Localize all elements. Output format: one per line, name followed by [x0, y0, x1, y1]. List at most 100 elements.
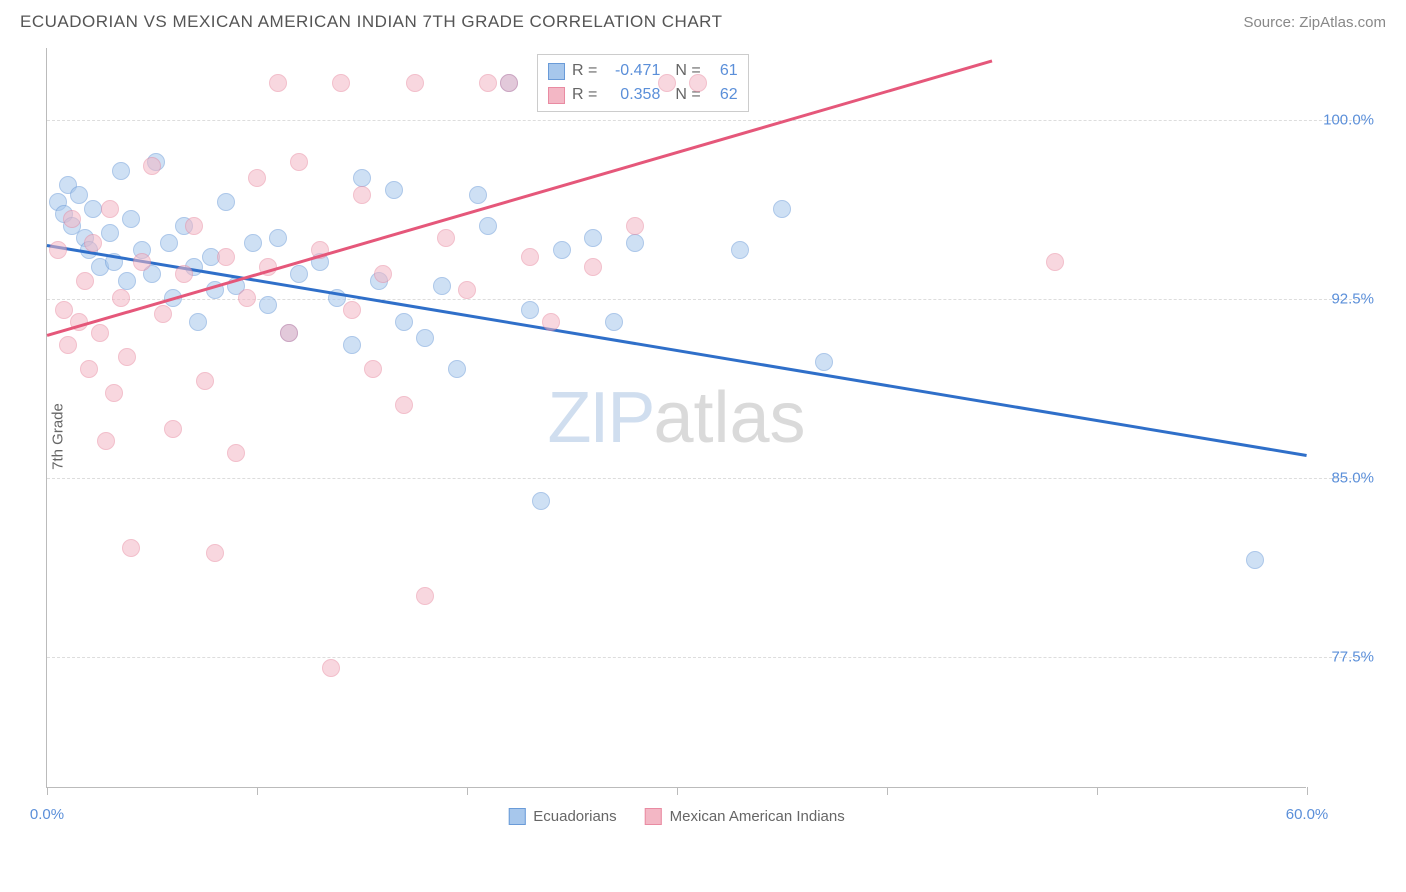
data-point — [189, 313, 207, 331]
data-point — [542, 313, 560, 331]
data-point — [122, 539, 140, 557]
data-point — [500, 74, 518, 92]
data-point — [244, 234, 262, 252]
data-point — [395, 396, 413, 414]
watermark-atlas: atlas — [653, 378, 805, 458]
data-point — [206, 544, 224, 562]
legend-swatch — [508, 808, 525, 825]
data-point — [553, 241, 571, 259]
legend-item: Ecuadorians — [508, 808, 616, 825]
data-point — [479, 74, 497, 92]
x-tick — [467, 787, 468, 795]
gridline — [47, 657, 1367, 658]
data-point — [154, 305, 172, 323]
data-point — [584, 229, 602, 247]
data-point — [84, 234, 102, 252]
data-point — [118, 272, 136, 290]
x-tick-label: 60.0% — [1286, 806, 1329, 823]
data-point — [584, 258, 602, 276]
data-point — [238, 289, 256, 307]
legend-swatch — [548, 63, 565, 80]
data-point — [448, 360, 466, 378]
y-tick-label: 85.0% — [1331, 469, 1374, 486]
data-point — [217, 193, 235, 211]
x-tick — [887, 787, 888, 795]
data-point — [185, 217, 203, 235]
data-point — [374, 265, 392, 283]
trend-line — [47, 60, 993, 337]
data-point — [626, 217, 644, 235]
data-point — [280, 324, 298, 342]
legend-correlation-row: R =-0.471N =61 — [548, 59, 738, 83]
data-point — [433, 277, 451, 295]
x-tick — [1307, 787, 1308, 795]
data-point — [416, 329, 434, 347]
data-point — [343, 301, 361, 319]
trend-line — [47, 244, 1307, 457]
legend-swatch — [645, 808, 662, 825]
data-point — [731, 241, 749, 259]
data-point — [160, 234, 178, 252]
legend-item: Mexican American Indians — [645, 808, 845, 825]
data-point — [689, 74, 707, 92]
data-point — [479, 217, 497, 235]
data-point — [217, 248, 235, 266]
data-point — [416, 587, 434, 605]
data-point — [406, 74, 424, 92]
watermark-zip: ZIP — [547, 378, 653, 458]
data-point — [164, 420, 182, 438]
data-point — [101, 200, 119, 218]
data-point — [395, 313, 413, 331]
data-point — [437, 229, 455, 247]
data-point — [658, 74, 676, 92]
data-point — [605, 313, 623, 331]
data-point — [626, 234, 644, 252]
n-value: 62 — [708, 83, 738, 107]
r-label: R = — [572, 83, 597, 107]
x-tick — [1097, 787, 1098, 795]
data-point — [773, 200, 791, 218]
data-point — [76, 272, 94, 290]
header: ECUADORIAN VS MEXICAN AMERICAN INDIAN 7T… — [0, 0, 1406, 40]
data-point — [91, 324, 109, 342]
chart-container: 7th Grade ZIPatlas R =-0.471N =61R =0.35… — [46, 48, 1376, 808]
data-point — [49, 241, 67, 259]
x-tick-label: 0.0% — [30, 806, 64, 823]
data-point — [112, 289, 130, 307]
legend-label: Mexican American Indians — [670, 808, 845, 825]
data-point — [353, 169, 371, 187]
data-point — [322, 659, 340, 677]
data-point — [63, 210, 81, 228]
source-label: Source: ZipAtlas.com — [1243, 14, 1386, 31]
data-point — [521, 248, 539, 266]
x-tick — [677, 787, 678, 795]
data-point — [385, 181, 403, 199]
data-point — [101, 224, 119, 242]
legend-swatch — [548, 87, 565, 104]
data-point — [815, 353, 833, 371]
data-point — [196, 372, 214, 390]
data-point — [248, 169, 266, 187]
y-tick-label: 77.5% — [1331, 648, 1374, 665]
y-tick-label: 100.0% — [1323, 111, 1374, 128]
data-point — [332, 74, 350, 92]
r-label: R = — [572, 59, 597, 83]
data-point — [105, 384, 123, 402]
data-point — [1046, 253, 1064, 271]
legend-correlation-row: R =0.358N =62 — [548, 83, 738, 107]
data-point — [290, 265, 308, 283]
data-point — [269, 229, 287, 247]
y-tick-label: 92.5% — [1331, 290, 1374, 307]
r-value: -0.471 — [604, 59, 660, 83]
data-point — [112, 162, 130, 180]
n-value: 61 — [708, 59, 738, 83]
x-tick — [257, 787, 258, 795]
data-point — [521, 301, 539, 319]
data-point — [118, 348, 136, 366]
data-point — [70, 186, 88, 204]
data-point — [364, 360, 382, 378]
data-point — [175, 265, 193, 283]
data-point — [458, 281, 476, 299]
data-point — [97, 432, 115, 450]
data-point — [80, 360, 98, 378]
